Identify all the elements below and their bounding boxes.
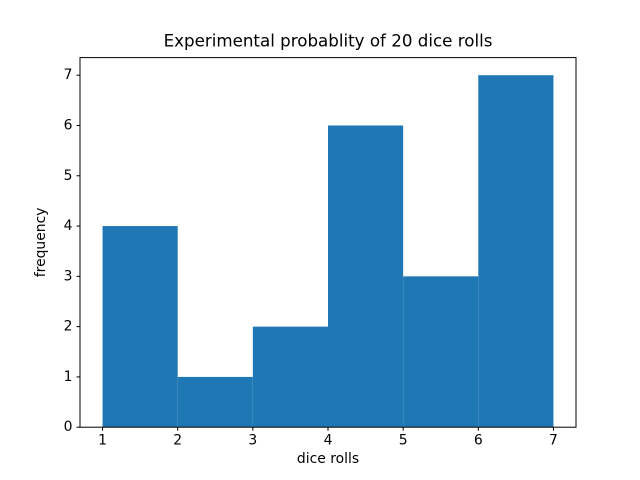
- x-tick-label: 1: [98, 432, 107, 448]
- x-tick-label: 3: [248, 432, 257, 448]
- chart-title: Experimental probablity of 20 dice rolls: [164, 31, 493, 51]
- y-tick-label: 4: [64, 218, 73, 234]
- y-tick-label: 1: [64, 369, 73, 385]
- y-axis-label: frequency: [33, 208, 49, 278]
- x-tick-label: 4: [324, 432, 333, 448]
- y-tick-label: 6: [64, 117, 73, 133]
- histogram-bar: [403, 276, 479, 428]
- histogram-bar: [177, 376, 253, 428]
- histogram-bar: [328, 125, 404, 428]
- histogram-bar: [252, 326, 328, 428]
- x-tick-label: 6: [474, 432, 483, 448]
- y-tick-label: 2: [64, 319, 73, 335]
- y-tick-label: 3: [64, 268, 73, 284]
- y-tick-label: 7: [64, 67, 73, 83]
- x-axis-label: dice rolls: [297, 451, 359, 467]
- x-tick-label: 5: [399, 432, 408, 448]
- y-tick-label: 0: [64, 419, 73, 435]
- x-tick-label: 2: [173, 432, 182, 448]
- x-tick-label: 7: [549, 432, 558, 448]
- y-tick-label: 5: [64, 168, 73, 184]
- histogram-bar: [478, 75, 554, 428]
- histogram-bar: [102, 226, 178, 428]
